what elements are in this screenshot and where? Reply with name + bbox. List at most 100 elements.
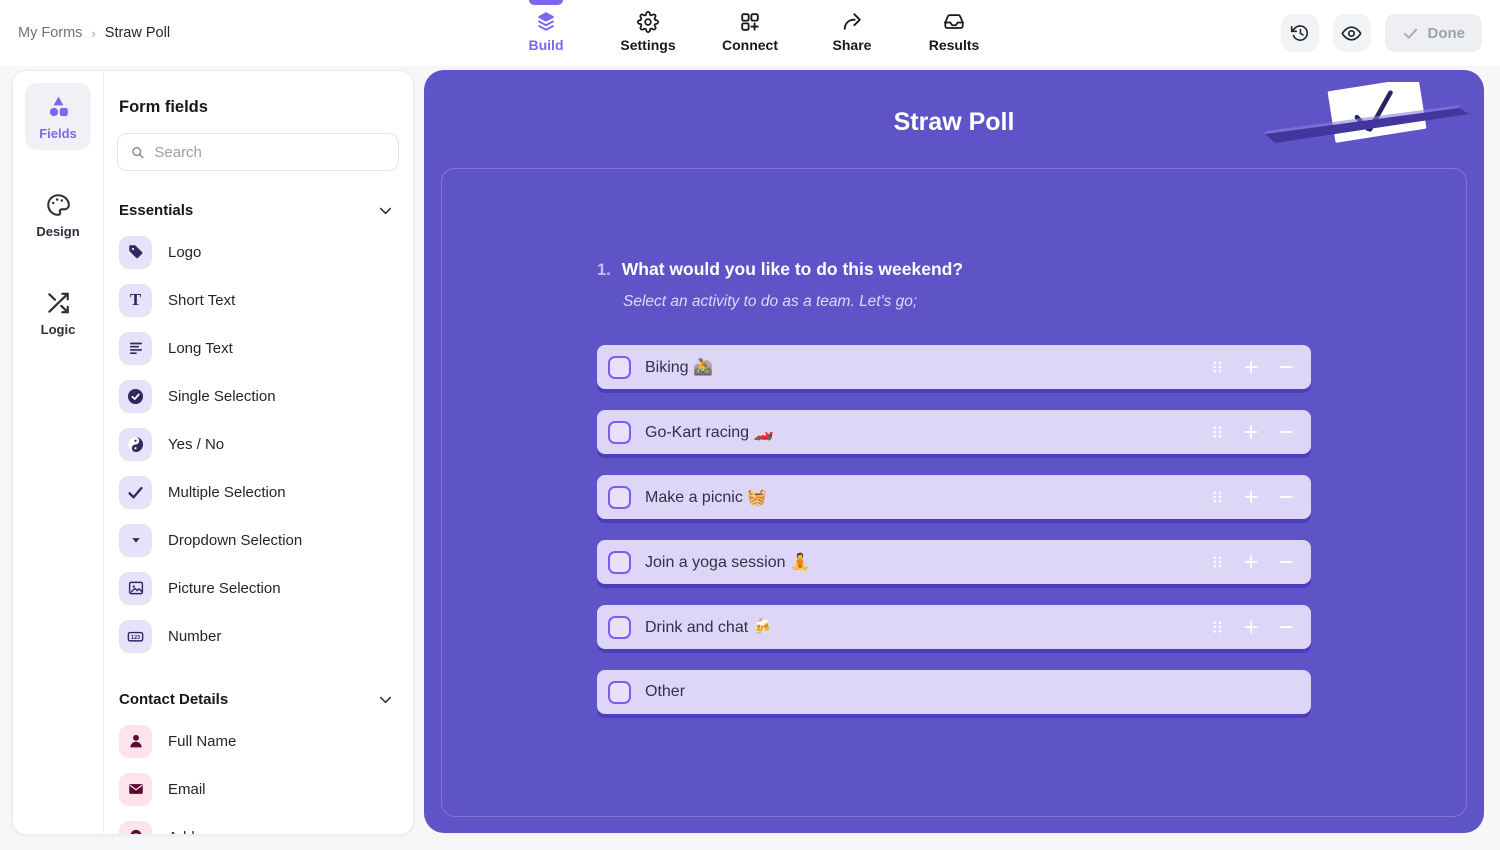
add-option-icon[interactable] (1242, 553, 1260, 571)
add-option-icon[interactable] (1242, 358, 1260, 376)
field-item-logo[interactable]: Logo (117, 228, 399, 276)
form-fields-panel: Form fields Essentials Logo (104, 71, 413, 834)
preview-button[interactable] (1332, 14, 1371, 52)
sidebar-item-design-label: Design (36, 224, 80, 239)
option-checkbox[interactable] (608, 485, 631, 509)
field-item-label: Picture Selection (168, 579, 281, 597)
tab-build[interactable]: Build (518, 0, 574, 66)
option-row-other[interactable]: Other (597, 670, 1311, 714)
field-item-label: Full Name (168, 732, 237, 750)
field-item-number[interactable]: 123 Number (117, 612, 399, 660)
field-item-label: Short Text (168, 291, 236, 309)
option-checkbox[interactable] (608, 615, 631, 639)
option-checkbox[interactable] (608, 420, 631, 444)
option-label[interactable]: Drink and chat 🍻 (645, 619, 773, 636)
check-icon (1403, 28, 1417, 39)
option-checkbox[interactable] (608, 550, 631, 574)
field-item-label: Number (168, 627, 222, 645)
option-controls (1210, 618, 1295, 636)
field-item-single-selection[interactable]: Single Selection (117, 372, 399, 420)
option-controls (1210, 423, 1295, 441)
done-button[interactable]: Done (1384, 14, 1482, 52)
done-button-label: Done (1427, 24, 1466, 42)
option-row-picnic[interactable]: Make a picnic 🧺 (597, 475, 1311, 519)
option-checkbox[interactable] (608, 355, 631, 379)
location-pin-icon (119, 820, 152, 834)
option-label[interactable]: Join a yoga session 🧘 (645, 554, 810, 571)
sidebar-item-logic[interactable]: Logic (25, 280, 91, 346)
field-item-label: Long Text (168, 339, 233, 357)
tab-share[interactable]: Share (824, 0, 880, 66)
share-arrow-icon (843, 13, 861, 30)
option-row-biking[interactable]: Biking 🚵 (597, 345, 1311, 389)
sidebar-item-fields[interactable]: Fields (25, 83, 91, 150)
field-item-dropdown-selection[interactable]: Dropdown Selection (117, 516, 399, 564)
search-input[interactable] (154, 143, 386, 161)
remove-option-icon[interactable] (1277, 553, 1295, 571)
drag-handle-icon[interactable] (1210, 424, 1225, 440)
field-item-long-text[interactable]: Long Text (117, 324, 399, 372)
field-item-label: Yes / No (168, 435, 225, 453)
drag-handle-icon[interactable] (1210, 359, 1225, 375)
chevron-down-icon (379, 207, 392, 215)
field-item-email[interactable]: Email (117, 765, 399, 813)
option-checkbox[interactable] (608, 680, 631, 704)
checkmark-icon (119, 475, 152, 509)
option-row-go-kart[interactable]: Go-Kart racing 🏎️ (597, 410, 1311, 454)
option-label[interactable]: Biking 🚵 (645, 359, 713, 376)
tab-connect[interactable]: Connect (722, 0, 778, 66)
number-123-icon: 123 (119, 619, 152, 653)
question-text[interactable]: What would you like to do this weekend? (621, 259, 964, 279)
search-box (117, 133, 399, 171)
remove-option-icon[interactable] (1277, 423, 1295, 441)
topbar: My Forms › Straw Poll Build Settings (0, 0, 1500, 66)
field-item-label: Address (168, 829, 223, 835)
tab-settings-label: Settings (620, 37, 676, 53)
option-row-yoga[interactable]: Join a yoga session 🧘 (597, 540, 1311, 584)
remove-option-icon[interactable] (1277, 618, 1295, 636)
tab-results[interactable]: Results (926, 0, 982, 66)
field-item-multiple-selection[interactable]: Multiple Selection (117, 468, 399, 516)
question-description[interactable]: Select an activity to do as a team. Let'… (623, 293, 918, 310)
section-header-essentials[interactable]: Essentials (119, 201, 395, 220)
field-item-label: Dropdown Selection (168, 531, 303, 549)
options-list: Biking 🚵 Go-Kart r (597, 345, 1311, 714)
breadcrumb-my-forms[interactable]: My Forms (18, 25, 83, 41)
drag-handle-icon[interactable] (1210, 489, 1225, 505)
option-label[interactable]: Make a picnic 🧺 (645, 489, 768, 506)
field-item-short-text[interactable]: T Short Text (117, 276, 399, 324)
add-option-icon[interactable] (1242, 423, 1260, 441)
section-header-contact-details[interactable]: Contact Details (119, 690, 395, 709)
sidebar-item-fields-label: Fields (39, 126, 77, 141)
layers-icon (538, 12, 554, 31)
search-icon (132, 146, 144, 158)
tab-build-label: Build (528, 37, 564, 53)
remove-option-icon[interactable] (1277, 358, 1295, 376)
option-label[interactable]: Other (645, 683, 686, 700)
sidebar-rail: Fields Design Logic (13, 71, 104, 834)
field-item-picture-selection[interactable]: Picture Selection (117, 564, 399, 612)
breadcrumb: My Forms › Straw Poll (18, 25, 170, 41)
check-circle-icon (119, 379, 152, 413)
field-item-address[interactable]: Address (117, 813, 399, 834)
active-tab-indicator (529, 0, 563, 5)
option-controls (1210, 488, 1295, 506)
add-option-icon[interactable] (1242, 488, 1260, 506)
remove-option-icon[interactable] (1277, 488, 1295, 506)
breadcrumb-current-form: Straw Poll (104, 25, 171, 41)
add-option-icon[interactable] (1242, 618, 1260, 636)
panel-title: Form fields (119, 98, 208, 116)
field-item-label: Email (168, 780, 206, 798)
field-item-label: Logo (168, 243, 202, 261)
drag-handle-icon[interactable] (1210, 554, 1225, 570)
field-item-yes-no[interactable]: Yes / No (117, 420, 399, 468)
field-item-full-name[interactable]: Full Name (117, 717, 399, 765)
sidebar-item-logic-label: Logic (40, 322, 76, 337)
sidebar-item-design[interactable]: Design (25, 182, 91, 248)
option-label[interactable]: Go-Kart racing 🏎️ (645, 424, 774, 441)
form-title[interactable]: Straw Poll (893, 108, 1015, 136)
option-row-drink-chat[interactable]: Drink and chat 🍻 (597, 605, 1311, 649)
history-button[interactable] (1280, 14, 1319, 52)
drag-handle-icon[interactable] (1210, 619, 1225, 635)
tab-settings[interactable]: Settings (620, 0, 676, 66)
